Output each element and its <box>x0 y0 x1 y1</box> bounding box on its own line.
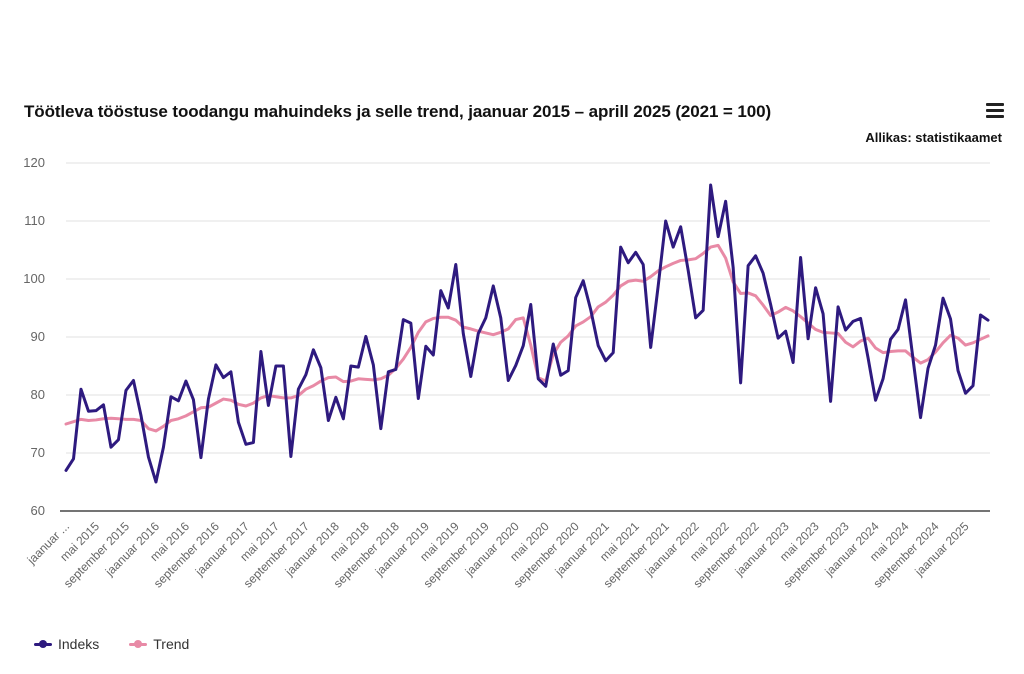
y-tick-label: 60 <box>31 503 45 518</box>
source-label: Allikas: statistikaamet <box>865 130 1002 145</box>
y-tick-label: 100 <box>23 271 45 286</box>
legend: Indeks Trend <box>34 636 189 652</box>
legend-label-indeks: Indeks <box>58 636 100 652</box>
y-tick-label: 90 <box>31 329 45 344</box>
y-tick-label: 70 <box>31 445 45 460</box>
y-tick-label: 110 <box>24 213 45 228</box>
series-line-indeks[interactable] <box>64 183 990 484</box>
legend-item-indeks[interactable]: Indeks <box>34 636 99 652</box>
series-line-trend[interactable] <box>64 243 990 433</box>
y-tick-label: 120 <box>23 155 45 170</box>
hamburger-menu-icon[interactable] <box>986 103 1004 119</box>
legend-swatch-trend <box>129 639 148 649</box>
y-tick-label: 80 <box>31 387 45 402</box>
legend-item-trend[interactable]: Trend <box>129 636 189 652</box>
legend-swatch-indeks <box>34 639 52 649</box>
chart-title: Töötleva tööstuse toodangu mahuindeks ja… <box>24 102 772 121</box>
legend-label-trend: Trend <box>153 636 190 652</box>
